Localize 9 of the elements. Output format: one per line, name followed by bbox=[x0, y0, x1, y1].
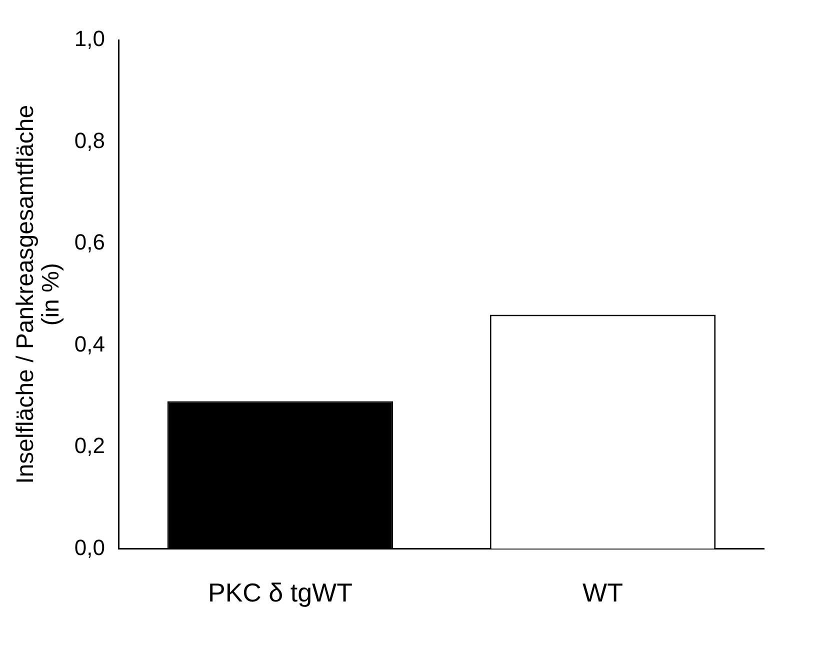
y-tick-label: 0,8 bbox=[74, 128, 105, 153]
x-tick-label: WT bbox=[582, 578, 624, 608]
y-tick-label: 0,0 bbox=[74, 534, 105, 560]
y-tick-label: 1,0 bbox=[74, 26, 105, 52]
y-tick-label: 0,6 bbox=[74, 230, 105, 255]
y-axis-title: Inselfläche / Pankreasgesamtfläche (in %) bbox=[12, 104, 64, 484]
y-tick-label: 0,2 bbox=[74, 433, 105, 458]
x-tick-label: PKC δ tgWT bbox=[208, 578, 353, 608]
y-tick-label: 0,4 bbox=[74, 331, 105, 356]
